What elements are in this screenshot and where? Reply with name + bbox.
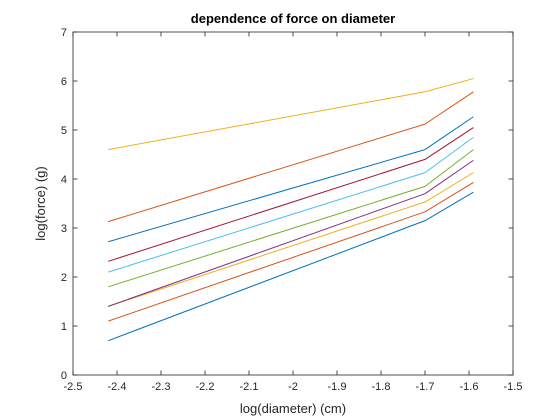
x-tick-label: -2.1 xyxy=(240,381,259,393)
x-tick-label: -2.5 xyxy=(64,381,83,393)
x-tick-label: -2.4 xyxy=(108,381,127,393)
x-tick-label: -1.6 xyxy=(460,381,479,393)
series-line-6 xyxy=(108,136,474,273)
y-tick-label: 3 xyxy=(61,223,67,235)
x-tick-label: -1.9 xyxy=(328,381,347,393)
ticks-layer: -2.5 -2.4 -2.3 -2.2 -2.1 -2 -1.9 -1.8 -1.7 -1.6 -1… xyxy=(61,27,523,393)
y-tick-label: 6 xyxy=(61,76,67,88)
series-line-2 xyxy=(108,182,474,322)
series-layer xyxy=(108,78,474,342)
y-tick-label: 7 xyxy=(61,27,67,39)
x-tick-label: -1.7 xyxy=(416,381,435,393)
series-line-7 xyxy=(108,127,474,262)
plot-area xyxy=(73,32,513,375)
y-tick-label: 4 xyxy=(61,174,67,186)
y-tick-label: 2 xyxy=(61,272,67,284)
y-tick-label: 1 xyxy=(61,321,67,333)
x-tick-label: -1.5 xyxy=(504,381,523,393)
series-line-9 xyxy=(108,91,474,223)
y-axis-label: log(force) (g) xyxy=(33,166,48,240)
series-line-4 xyxy=(108,159,474,307)
x-tick-label: -2.2 xyxy=(196,381,215,393)
series-line-5 xyxy=(108,149,474,288)
series-line-10 xyxy=(108,78,474,151)
series-line-3 xyxy=(108,172,474,307)
series-line-8 xyxy=(108,116,474,243)
y-tick-label: 5 xyxy=(61,125,67,137)
series-line-1 xyxy=(108,191,474,342)
x-tick-label: -1.8 xyxy=(372,381,391,393)
plot-frame xyxy=(72,31,514,376)
x-tick-label: -2.3 xyxy=(152,381,171,393)
x-tick-label: -2 xyxy=(288,381,298,393)
y-tick-label: 0 xyxy=(61,370,67,382)
chart-title: dependence of force on diameter xyxy=(191,11,395,26)
x-axis-label: log(diameter) (cm) xyxy=(240,401,346,416)
